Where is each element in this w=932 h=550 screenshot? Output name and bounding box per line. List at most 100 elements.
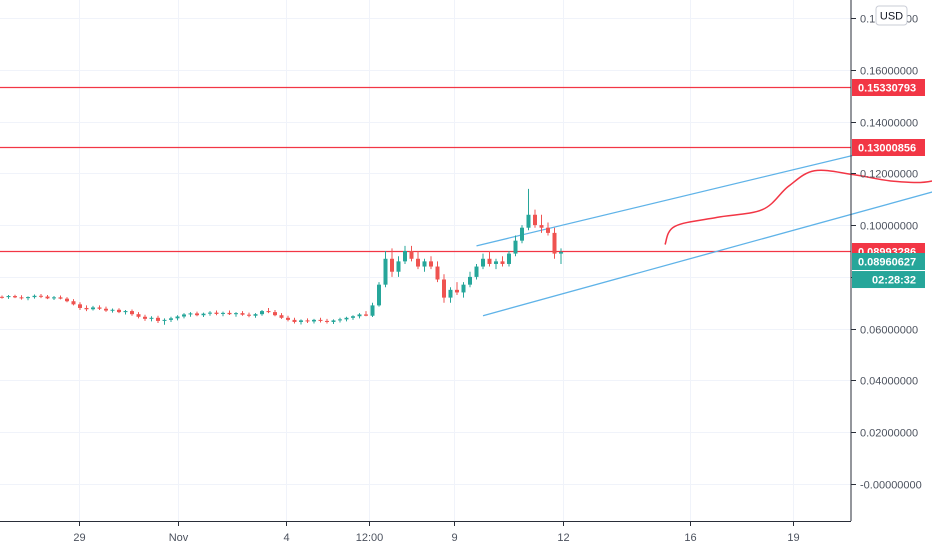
x-tick-label: 16 bbox=[684, 532, 696, 544]
currency-button-bg[interactable] bbox=[875, 5, 908, 26]
horizontal-lines[interactable] bbox=[0, 86, 851, 253]
price-tag-bg bbox=[852, 139, 925, 156]
projection-drawing[interactable] bbox=[664, 147, 932, 245]
candle-body bbox=[533, 214, 537, 226]
candle-body bbox=[305, 320, 310, 322]
candle-body bbox=[78, 304, 82, 308]
candle-body bbox=[123, 311, 128, 313]
candle-body bbox=[429, 261, 433, 267]
candle-body bbox=[299, 320, 303, 322]
candle-body bbox=[247, 314, 251, 316]
candle-body bbox=[162, 319, 167, 321]
candle-body bbox=[0, 296, 4, 298]
candle-body bbox=[357, 314, 362, 317]
candle-body bbox=[474, 266, 479, 277]
channel-line bbox=[476, 146, 887, 247]
price-tag-label: 0.15330793 bbox=[858, 83, 916, 95]
candle-body bbox=[331, 320, 336, 322]
candle-body bbox=[214, 312, 219, 314]
price-tag-label: 0.13000856 bbox=[858, 143, 916, 155]
trend-channel[interactable] bbox=[476, 146, 932, 317]
price-tag-bg bbox=[852, 79, 925, 96]
candle-body bbox=[110, 309, 115, 311]
candle-body bbox=[377, 284, 381, 306]
candle-body bbox=[175, 316, 180, 319]
candle-body bbox=[455, 289, 459, 293]
candle-body bbox=[273, 312, 277, 316]
candle-body bbox=[58, 297, 63, 299]
currency-button[interactable]: USD bbox=[875, 5, 908, 26]
candle-body bbox=[227, 312, 232, 315]
candle-body bbox=[195, 313, 199, 316]
price-tag-label: 0.08960627 bbox=[858, 257, 916, 269]
candle-body bbox=[13, 296, 17, 298]
price-tag-bg bbox=[852, 253, 925, 270]
x-tick-label: 4 bbox=[283, 532, 289, 544]
candle-body bbox=[130, 311, 134, 315]
candle-body bbox=[91, 307, 95, 310]
candle-body bbox=[552, 232, 557, 254]
time-axis[interactable]: 29 Nov 4 12:00 9 12 16 19 bbox=[73, 521, 800, 544]
candle-body bbox=[240, 313, 245, 315]
candle-body bbox=[136, 314, 141, 317]
candle-body bbox=[344, 317, 349, 320]
candle-body bbox=[253, 314, 258, 316]
x-tick-label: 19 bbox=[787, 532, 799, 544]
y-tick-label: 0.12000000 bbox=[860, 169, 918, 181]
candle-body bbox=[6, 296, 11, 298]
candle-body bbox=[292, 319, 297, 322]
y-tick-label: 0.16000000 bbox=[860, 66, 918, 78]
candle-body bbox=[279, 315, 284, 318]
y-tick-label: 0.02000000 bbox=[860, 428, 918, 440]
candle-body bbox=[468, 276, 472, 285]
projection-curve bbox=[664, 169, 932, 245]
candle-body bbox=[396, 261, 401, 272]
candle-body bbox=[390, 258, 394, 272]
candle-body bbox=[312, 319, 316, 322]
candle-body bbox=[435, 266, 440, 280]
candle-body bbox=[520, 227, 524, 241]
candle-body bbox=[182, 314, 186, 317]
y-tick-label: 0.06000000 bbox=[860, 325, 918, 337]
candle-body bbox=[45, 296, 50, 299]
y-tick-label: -0.00000000 bbox=[860, 480, 922, 492]
candle-body bbox=[507, 253, 511, 264]
candle-body bbox=[442, 279, 446, 298]
y-tick-label: 0.10000000 bbox=[860, 221, 918, 233]
y-tick-label: 0.14000000 bbox=[860, 118, 918, 130]
candle-body bbox=[500, 261, 505, 264]
candle-body bbox=[494, 261, 498, 264]
candle-body bbox=[117, 309, 121, 313]
candle-body bbox=[403, 251, 407, 262]
candle-body bbox=[84, 307, 89, 310]
candle-body bbox=[19, 297, 24, 299]
candle-body bbox=[416, 258, 420, 267]
candle-body bbox=[539, 225, 544, 228]
candle-body bbox=[143, 316, 147, 319]
candle-body bbox=[422, 261, 427, 267]
x-tick-label: 12 bbox=[557, 532, 569, 544]
candle-body bbox=[448, 289, 453, 298]
candle-body bbox=[546, 227, 550, 233]
candle-body bbox=[156, 317, 160, 321]
currency-button-label: USD bbox=[880, 11, 903, 23]
candle-body bbox=[364, 314, 368, 316]
candle-body bbox=[104, 308, 108, 311]
candle-body bbox=[461, 284, 466, 293]
candle-body bbox=[513, 240, 518, 254]
candle-body bbox=[26, 297, 30, 299]
candle-body bbox=[481, 258, 485, 267]
candle-body bbox=[65, 298, 69, 302]
countdown-label: 02:28:32 bbox=[872, 275, 916, 287]
candle-body bbox=[338, 319, 342, 321]
x-tick-label: Nov bbox=[169, 532, 189, 544]
price-axis[interactable]: 0.180000000.160000000.140000000.12000000… bbox=[851, 14, 922, 492]
candle-body bbox=[188, 313, 193, 315]
x-tick-label: 9 bbox=[451, 532, 457, 544]
candle-body bbox=[201, 313, 206, 316]
candle-body bbox=[325, 320, 329, 322]
candle-body bbox=[52, 297, 56, 299]
candle-body bbox=[234, 313, 238, 315]
countdown-tag-bg bbox=[852, 271, 925, 289]
